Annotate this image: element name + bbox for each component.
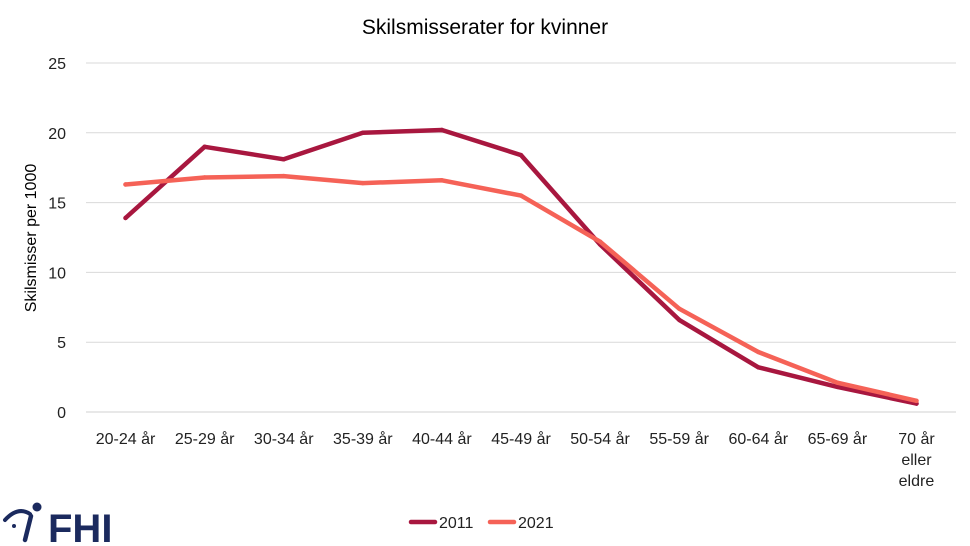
x-tick-label-line: 30-34 år xyxy=(254,430,314,448)
chart-title: Skilsmisserater for kvinner xyxy=(362,16,608,39)
y-tick-label: 0 xyxy=(57,405,66,422)
x-tick-label: 65-69 år xyxy=(808,430,868,448)
x-tick-label: 40-44 år xyxy=(412,430,472,448)
y-axis-ticks: 0 5 10 15 20 25 xyxy=(48,56,66,422)
data-point-2021 xyxy=(676,306,682,311)
x-tick-label-line: eldre xyxy=(899,473,935,490)
data-point-2011 xyxy=(835,384,840,390)
y-tick-label: 20 xyxy=(48,126,66,143)
data-point-2011 xyxy=(756,365,761,370)
y-tick-label: 5 xyxy=(57,335,66,352)
x-tick-label: 60-64 år xyxy=(728,430,788,448)
data-point-2021 xyxy=(597,239,603,244)
series-lines xyxy=(123,127,919,406)
data-point-2011 xyxy=(123,215,128,221)
data-point-2021 xyxy=(202,175,207,180)
data-point-2021 xyxy=(756,349,761,355)
data-point-2021 xyxy=(281,173,286,179)
data-point-2021 xyxy=(439,178,445,183)
data-point-2011 xyxy=(518,152,524,158)
x-tick-label: 50-54 år xyxy=(570,430,630,448)
x-tick-label-line: 65-69 år xyxy=(808,430,868,448)
x-tick-label: 20-24 år xyxy=(96,430,156,448)
data-point-2011 xyxy=(676,317,682,323)
fhi-logo: FHI xyxy=(3,502,112,546)
y-tick-label: 25 xyxy=(48,56,66,73)
data-point-2011 xyxy=(439,127,445,133)
series-line-2011 xyxy=(123,127,919,406)
legend-label-2011: 2011 xyxy=(439,515,474,532)
y-tick-label: 10 xyxy=(48,265,66,282)
x-tick-label-line: 50-54 år xyxy=(570,430,630,448)
legend-label-2021: 2021 xyxy=(518,515,554,532)
y-axis-label: Skilsmisser per 1000 xyxy=(23,164,40,313)
logo-figure-icon xyxy=(3,502,42,543)
x-tick-label-line: 40-44 år xyxy=(412,430,472,448)
x-tick-label-line: 25-29 år xyxy=(175,430,235,448)
data-point-2011 xyxy=(281,157,286,162)
series-line-2021 xyxy=(123,173,919,404)
x-axis-ticks: 20-24 år 25-29 år 30-34 år 35-39 år 40-44 år… xyxy=(96,430,936,490)
data-point-2021 xyxy=(123,182,128,187)
logo-text: FHI xyxy=(48,507,112,546)
data-point-2021 xyxy=(914,398,919,404)
x-tick-label: 25-29 år xyxy=(175,430,235,448)
data-point-2021 xyxy=(360,180,366,186)
data-point-2021 xyxy=(835,380,840,385)
data-point-2011 xyxy=(360,130,366,135)
x-tick-label-line: eller xyxy=(901,452,932,469)
x-tick-label-line: 45-49 år xyxy=(491,430,551,448)
y-tick-label: 15 xyxy=(48,196,66,213)
x-tick-label-line: 60-64 år xyxy=(728,430,788,448)
x-tick-label: 45-49 år xyxy=(491,430,551,448)
x-tick-label-line: 35-39 år xyxy=(333,430,393,448)
data-point-2021 xyxy=(518,193,524,198)
x-tick-label-line: 55-59 år xyxy=(649,430,709,448)
x-tick-label: 35-39 år xyxy=(333,430,393,448)
data-point-2011 xyxy=(202,144,207,149)
x-tick-label: 55-59 år xyxy=(649,430,709,448)
x-tick-label: 70 år eller eldre xyxy=(898,430,935,490)
x-tick-label-line: 20-24 år xyxy=(96,430,156,448)
gridlines xyxy=(86,62,956,413)
legend: 2011 2021 xyxy=(408,515,554,532)
x-tick-label-line: 70 år xyxy=(898,430,935,448)
x-tick-label: 30-34 år xyxy=(254,430,314,448)
